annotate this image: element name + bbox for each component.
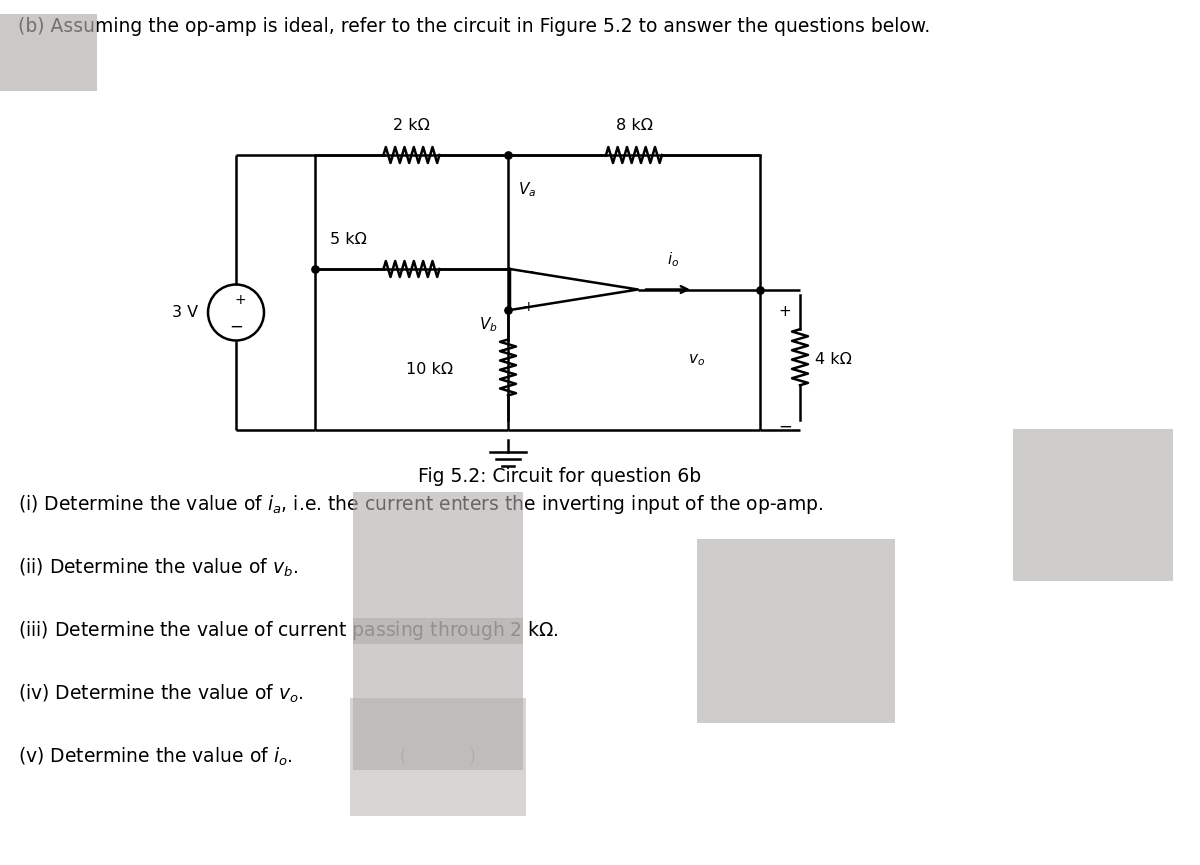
Text: 3 V: 3 V bbox=[172, 305, 198, 320]
Text: $v_o$: $v_o$ bbox=[688, 352, 706, 368]
Text: −: − bbox=[229, 317, 242, 336]
Text: +: + bbox=[778, 304, 791, 319]
Text: (            ): ( ) bbox=[400, 748, 476, 766]
Text: +: + bbox=[234, 293, 246, 307]
Text: +: + bbox=[522, 300, 534, 314]
Text: $V_a$: $V_a$ bbox=[518, 180, 536, 199]
Text: −: − bbox=[778, 418, 792, 436]
Text: 4 kΩ: 4 kΩ bbox=[815, 352, 852, 368]
Text: −: − bbox=[522, 265, 534, 279]
Text: 2 kΩ: 2 kΩ bbox=[394, 118, 430, 133]
Text: Fig 5.2: Circuit for question 6b: Fig 5.2: Circuit for question 6b bbox=[419, 467, 702, 486]
Text: 10 kΩ: 10 kΩ bbox=[406, 362, 454, 377]
Text: 5 kΩ: 5 kΩ bbox=[330, 232, 367, 247]
Text: (iv) Determine the value of $v_o$.: (iv) Determine the value of $v_o$. bbox=[18, 682, 304, 705]
Text: (i) Determine the value of $i_a$, i.e. the current enters the inverting input of: (i) Determine the value of $i_a$, i.e. t… bbox=[18, 494, 823, 516]
Text: (ii) Determine the value of $v_b$.: (ii) Determine the value of $v_b$. bbox=[18, 557, 299, 580]
Text: 8 kΩ: 8 kΩ bbox=[616, 118, 653, 133]
Text: (iii) Determine the value of current passing through 2 k$\Omega$.: (iii) Determine the value of current pas… bbox=[18, 619, 559, 643]
Text: $i_o$: $i_o$ bbox=[667, 251, 679, 270]
Text: (v) Determine the value of $i_o$.: (v) Determine the value of $i_o$. bbox=[18, 746, 293, 768]
Text: (b) Assuming the op-amp is ideal, refer to the circuit in Figure 5.2 to answer t: (b) Assuming the op-amp is ideal, refer … bbox=[18, 17, 930, 36]
Text: $V_b$: $V_b$ bbox=[479, 315, 498, 334]
